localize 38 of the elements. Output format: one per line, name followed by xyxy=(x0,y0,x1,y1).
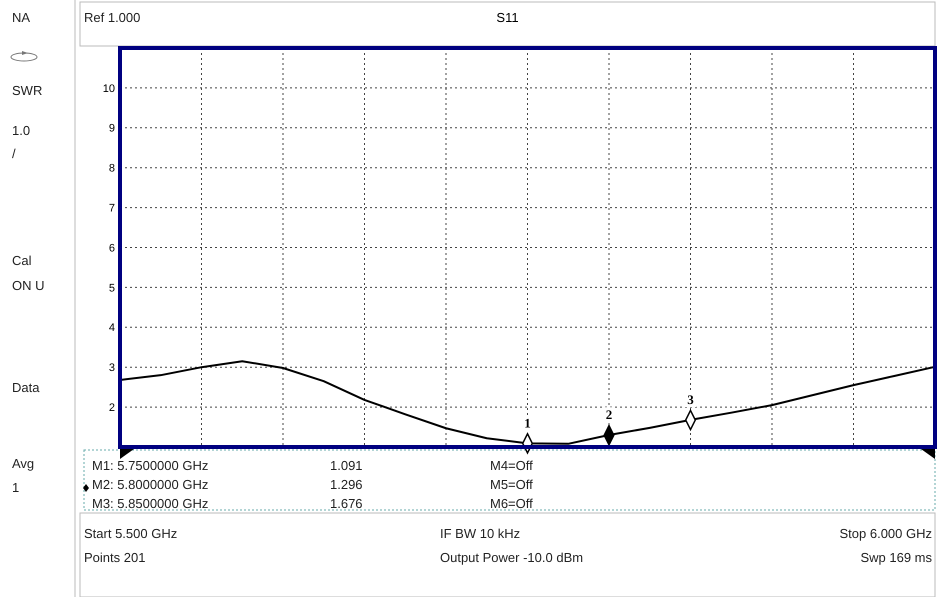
text: 1.091 xyxy=(330,458,363,473)
text: SWR xyxy=(12,83,42,98)
text: Start 5.500 GHz xyxy=(84,526,178,541)
y-tick-label: 6 xyxy=(108,242,115,254)
text: NA xyxy=(12,10,30,25)
text: 1 xyxy=(12,480,20,495)
text: Data xyxy=(12,380,40,395)
y-tick-label: 8 xyxy=(108,162,115,175)
annotation: 2 xyxy=(606,407,612,422)
text: M6=Off xyxy=(490,496,534,511)
text: Avg xyxy=(12,456,34,471)
text: M2: 5.8000000 GHz xyxy=(92,477,208,492)
text: M1: 5.7500000 GHz xyxy=(92,458,208,473)
y-tick-label: 4 xyxy=(108,322,115,334)
text: M3: 5.8500000 GHz xyxy=(92,496,208,511)
annotation: 1 xyxy=(524,415,531,430)
text: 1.296 xyxy=(330,477,363,492)
text: IF BW 10 kHz xyxy=(440,526,520,541)
y-tick-label: 5 xyxy=(108,282,115,294)
text: Points 201 xyxy=(84,550,146,565)
y-tick-label: 3 xyxy=(108,362,115,374)
text: / xyxy=(12,146,16,161)
y-tick-label: 7 xyxy=(108,202,115,214)
y-tick-label: 9 xyxy=(108,122,115,135)
chart-title: S11 xyxy=(496,10,519,25)
text: Swp 169 ms xyxy=(860,550,932,565)
text: Cal xyxy=(12,253,32,268)
text: Ref 1.000 xyxy=(84,10,140,25)
text: M4=Off xyxy=(490,458,534,473)
annotation: 3 xyxy=(687,392,694,408)
text: 1.0 xyxy=(12,123,30,138)
text: ON U xyxy=(12,278,44,293)
text: M5=Off xyxy=(490,477,534,492)
text: 1.676 xyxy=(330,496,363,511)
text: Output Power -10.0 dBm xyxy=(440,550,584,565)
text: Stop 6.000 GHz xyxy=(840,526,932,541)
y-tick-label: 2 xyxy=(108,402,115,414)
y-tick-label: 10 xyxy=(102,82,115,95)
